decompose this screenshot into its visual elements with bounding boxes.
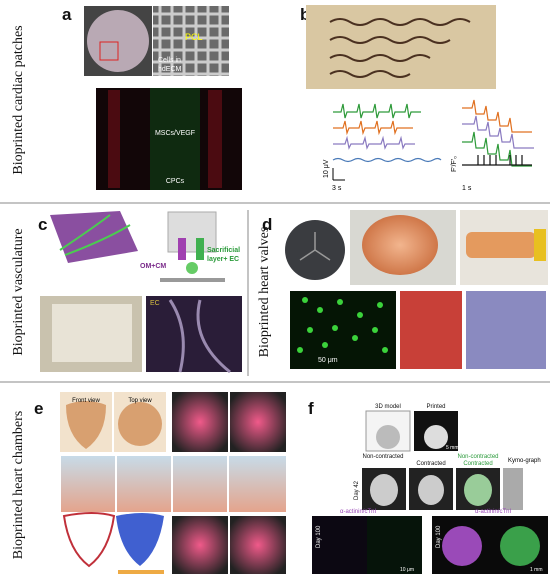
ventricle bbox=[376, 425, 400, 449]
label: Kymo-graph bbox=[508, 458, 541, 464]
label: 10 μV bbox=[323, 159, 330, 178]
ventricle bbox=[500, 526, 540, 566]
label: 3 s bbox=[332, 185, 342, 192]
label: Sacrificial bbox=[207, 247, 240, 254]
panel-letter: d bbox=[262, 215, 272, 234]
row-label: Bioprinted cardiac patches bbox=[11, 25, 26, 174]
label: F'/F'₀ bbox=[451, 156, 458, 172]
stage bbox=[160, 278, 225, 282]
image bbox=[172, 392, 228, 452]
image bbox=[208, 90, 222, 188]
image bbox=[367, 516, 422, 574]
schematic bbox=[50, 211, 138, 263]
label: Non-contracted bbox=[362, 454, 403, 460]
mesh bbox=[62, 512, 116, 568]
trace bbox=[332, 99, 534, 167]
label: OM+CM bbox=[140, 263, 166, 270]
ventricle bbox=[424, 425, 448, 449]
label: CPCs bbox=[166, 178, 185, 185]
droplet bbox=[186, 262, 198, 274]
nozzle bbox=[196, 238, 204, 260]
image bbox=[172, 516, 228, 574]
heart-model bbox=[66, 401, 106, 449]
label: α-actinin/cTnI bbox=[475, 509, 511, 515]
ventricle bbox=[370, 474, 398, 506]
label: EC bbox=[150, 300, 160, 307]
label: 1 s bbox=[462, 185, 472, 192]
label: α-actinin/cTnI bbox=[340, 509, 376, 515]
image bbox=[153, 6, 229, 76]
ventricle bbox=[418, 475, 444, 505]
label: Day 100 bbox=[316, 525, 322, 548]
label: Non-contracted bbox=[457, 454, 498, 460]
label: Cells in bbox=[158, 57, 181, 64]
row-label: Bioprinted heart valves bbox=[257, 227, 272, 358]
grid bbox=[153, 6, 229, 76]
image bbox=[108, 90, 120, 188]
panel-letter: a bbox=[62, 5, 72, 24]
valve bbox=[362, 215, 438, 275]
label: Contracted bbox=[416, 461, 445, 467]
image bbox=[52, 304, 132, 362]
label: 5 mm bbox=[446, 445, 459, 451]
image bbox=[146, 296, 242, 372]
image bbox=[230, 516, 286, 574]
label: Contracted bbox=[463, 461, 492, 467]
label: 10 μm bbox=[400, 567, 414, 573]
tube bbox=[466, 232, 536, 258]
cap bbox=[534, 229, 546, 261]
label: Printed bbox=[426, 404, 445, 410]
image bbox=[230, 392, 286, 452]
heart-model bbox=[118, 402, 162, 446]
ventricle bbox=[442, 526, 482, 566]
label: Day 42 bbox=[354, 480, 360, 500]
panel-letter: b bbox=[300, 5, 310, 24]
valve-model bbox=[299, 232, 331, 261]
simulation bbox=[116, 513, 164, 566]
label: hdECM bbox=[158, 66, 182, 73]
label: PCL bbox=[185, 32, 203, 42]
row-label: Bioprinted vasculature bbox=[11, 228, 26, 355]
panel-letter: f bbox=[308, 399, 314, 418]
patch bbox=[87, 10, 149, 72]
panel-letter: c bbox=[38, 215, 47, 234]
nuclei bbox=[297, 297, 388, 353]
row-label: Bioprinted heart chambers bbox=[11, 411, 26, 560]
separator bbox=[59, 456, 229, 512]
label: MSCs/VEGF bbox=[155, 130, 195, 137]
inset-box bbox=[99, 41, 119, 61]
nozzle bbox=[178, 238, 186, 260]
image bbox=[150, 88, 200, 190]
label: 3D model bbox=[375, 404, 401, 410]
label: 50 μm bbox=[318, 357, 338, 364]
label: layer+ EC bbox=[207, 256, 239, 263]
colorbar bbox=[118, 570, 164, 574]
image bbox=[466, 291, 546, 369]
label: 1 mm bbox=[530, 567, 543, 573]
vessel bbox=[59, 214, 131, 256]
panel-letter: e bbox=[34, 399, 43, 418]
label: Front view bbox=[72, 398, 100, 404]
electrode bbox=[329, 18, 471, 78]
image bbox=[400, 291, 462, 369]
label: Top view bbox=[128, 398, 152, 404]
vessel bbox=[168, 299, 231, 374]
kymograph bbox=[503, 468, 523, 510]
ventricle bbox=[464, 474, 492, 506]
label: Day 100 bbox=[436, 525, 442, 548]
printer bbox=[167, 211, 217, 253]
